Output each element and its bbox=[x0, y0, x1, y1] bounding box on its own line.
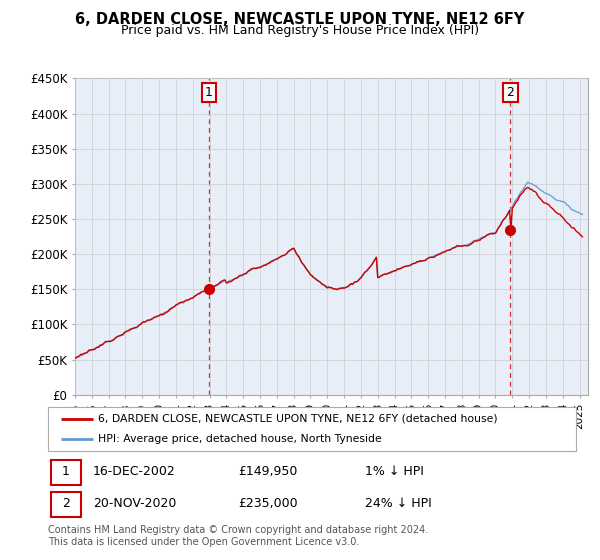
Text: HPI: Average price, detached house, North Tyneside: HPI: Average price, detached house, Nort… bbox=[98, 434, 382, 444]
Text: 2: 2 bbox=[506, 86, 514, 99]
Text: £235,000: £235,000 bbox=[238, 497, 298, 510]
FancyBboxPatch shape bbox=[50, 492, 81, 517]
Text: 2: 2 bbox=[62, 497, 70, 510]
Text: 1% ↓ HPI: 1% ↓ HPI bbox=[365, 465, 424, 478]
Text: 1: 1 bbox=[205, 86, 213, 99]
Text: 16-DEC-2002: 16-DEC-2002 bbox=[93, 465, 176, 478]
Text: 20-NOV-2020: 20-NOV-2020 bbox=[93, 497, 176, 510]
Text: Contains HM Land Registry data © Crown copyright and database right 2024.
This d: Contains HM Land Registry data © Crown c… bbox=[48, 525, 428, 547]
Text: 6, DARDEN CLOSE, NEWCASTLE UPON TYNE, NE12 6FY: 6, DARDEN CLOSE, NEWCASTLE UPON TYNE, NE… bbox=[76, 12, 524, 27]
Text: 24% ↓ HPI: 24% ↓ HPI bbox=[365, 497, 431, 510]
Text: 1: 1 bbox=[62, 465, 70, 478]
Text: 6, DARDEN CLOSE, NEWCASTLE UPON TYNE, NE12 6FY (detached house): 6, DARDEN CLOSE, NEWCASTLE UPON TYNE, NE… bbox=[98, 414, 498, 424]
FancyBboxPatch shape bbox=[50, 460, 81, 484]
Text: £149,950: £149,950 bbox=[238, 465, 298, 478]
Text: Price paid vs. HM Land Registry's House Price Index (HPI): Price paid vs. HM Land Registry's House … bbox=[121, 24, 479, 36]
